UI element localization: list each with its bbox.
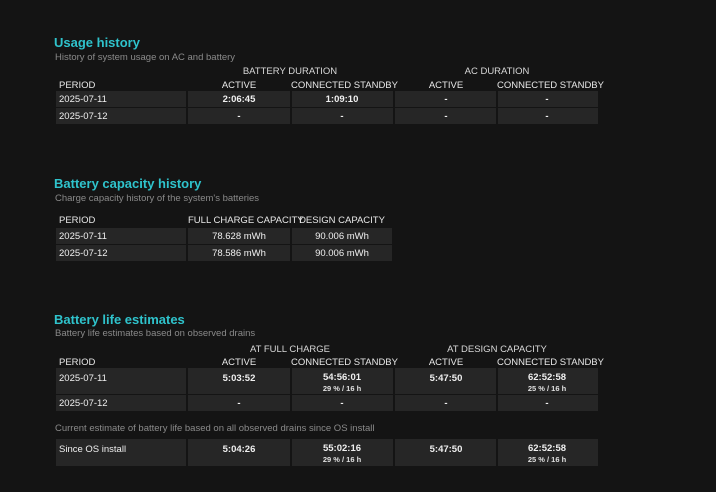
usage-row-1-period: 2025-07-11 [59,94,107,105]
column-divider [290,91,292,124]
column-divider [496,91,498,124]
capacity-history-description: Charge capacity history of the system's … [55,193,260,204]
capacity-col-period: PERIOD [59,215,96,226]
estimates-row-1-design-standby: 62:52:58 [527,372,567,383]
capacity-col-design: DESIGN CAPACITY [299,215,385,226]
table-row [56,368,598,394]
column-divider [186,228,188,261]
estimates-row-1-design-active: 5:47:50 [429,373,463,384]
since-install-period: Since OS install [59,444,127,455]
usage-col-battery-standby: CONNECTED STANDBY [291,80,398,91]
usage-col-period: PERIOD [59,80,96,91]
usage-row-1-ac-active: - [444,94,448,105]
usage-row-2-ac-active: - [444,111,448,122]
capacity-col-full: FULL CHARGE CAPACITY [188,215,304,226]
usage-col-battery-active: ACTIVE [221,80,257,91]
capacity-row-1-design: 90.006 mWh [315,231,369,242]
estimates-row-2-full-active: - [237,398,241,409]
usage-row-2-ac-standby: - [545,111,549,122]
column-divider [186,368,188,411]
life-estimates-description: Battery life estimates based on observed… [55,328,256,339]
capacity-row-1-period: 2025-07-11 [59,231,107,242]
usage-col-ac-active: ACTIVE [428,80,464,91]
capacity-row-2-design: 90.006 mWh [315,248,369,259]
since-install-full-standby: 55:02:16 [322,443,362,454]
since-install-design-standby: 62:52:58 [527,443,567,454]
usage-row-1-battery-active: 2:06:45 [222,94,256,105]
usage-row-2-battery-active: - [237,111,241,122]
estimates-row-2-design-active: - [444,398,448,409]
table-row [56,228,392,244]
usage-history-description: History of system usage on AC and batter… [55,52,236,63]
ac-duration-group-header: AC DURATION [464,66,530,77]
column-divider [393,368,395,411]
estimates-col-design-standby: CONNECTED STANDBY [497,357,604,368]
estimates-row-1-full-standby-sub: 29 % / 16 h [322,384,362,393]
estimates-col-full-active: ACTIVE [221,357,257,368]
estimates-row-2-period: 2025-07-12 [59,398,108,409]
table-row [56,108,598,124]
column-divider [186,91,188,124]
estimates-row-1-design-standby-sub: 25 % / 16 h [527,384,567,393]
estimates-col-full-standby: CONNECTED STANDBY [291,357,398,368]
column-divider [290,368,292,411]
capacity-row-2-full: 78.586 mWh [212,248,266,259]
estimates-col-design-active: ACTIVE [428,357,464,368]
estimates-row-1-full-active: 5:03:52 [222,373,256,384]
since-install-design-standby-sub: 25 % / 16 h [527,455,567,464]
column-divider [393,91,395,124]
table-row [56,395,598,411]
column-divider [290,228,292,261]
full-charge-group-header: AT FULL CHARGE [249,344,331,355]
capacity-row-1-full: 78.628 mWh [212,231,266,242]
current-estimate-note: Current estimate of battery life based o… [55,423,375,434]
column-divider [496,368,498,411]
battery-duration-group-header: BATTERY DURATION [242,66,338,77]
column-divider [186,439,188,466]
column-divider [496,439,498,466]
usage-row-1-battery-standby: 1:09:10 [325,94,359,105]
capacity-row-2-period: 2025-07-12 [59,248,108,259]
since-install-full-standby-sub: 29 % / 16 h [322,455,362,464]
since-install-design-active: 5:47:50 [429,444,463,455]
usage-row-2-period: 2025-07-12 [59,111,108,122]
usage-row-2-battery-standby: - [340,111,344,122]
capacity-history-title: Battery capacity history [54,176,202,191]
estimates-row-1-period: 2025-07-11 [59,373,107,384]
design-capacity-group-header: AT DESIGN CAPACITY [447,344,547,355]
life-estimates-title: Battery life estimates [54,312,185,327]
since-install-full-active: 5:04:26 [222,444,256,455]
column-divider [393,439,395,466]
usage-col-ac-standby: CONNECTED STANDBY [497,80,604,91]
table-row [56,91,598,107]
column-divider [290,439,292,466]
estimates-col-period: PERIOD [59,357,96,368]
estimates-row-2-full-standby: - [340,398,344,409]
table-row [56,245,392,261]
usage-row-1-ac-standby: - [545,94,549,105]
estimates-row-2-design-standby: - [545,398,549,409]
usage-history-title: Usage history [54,35,140,50]
estimates-row-1-full-standby: 54:56:01 [322,372,362,383]
table-row [56,439,598,466]
